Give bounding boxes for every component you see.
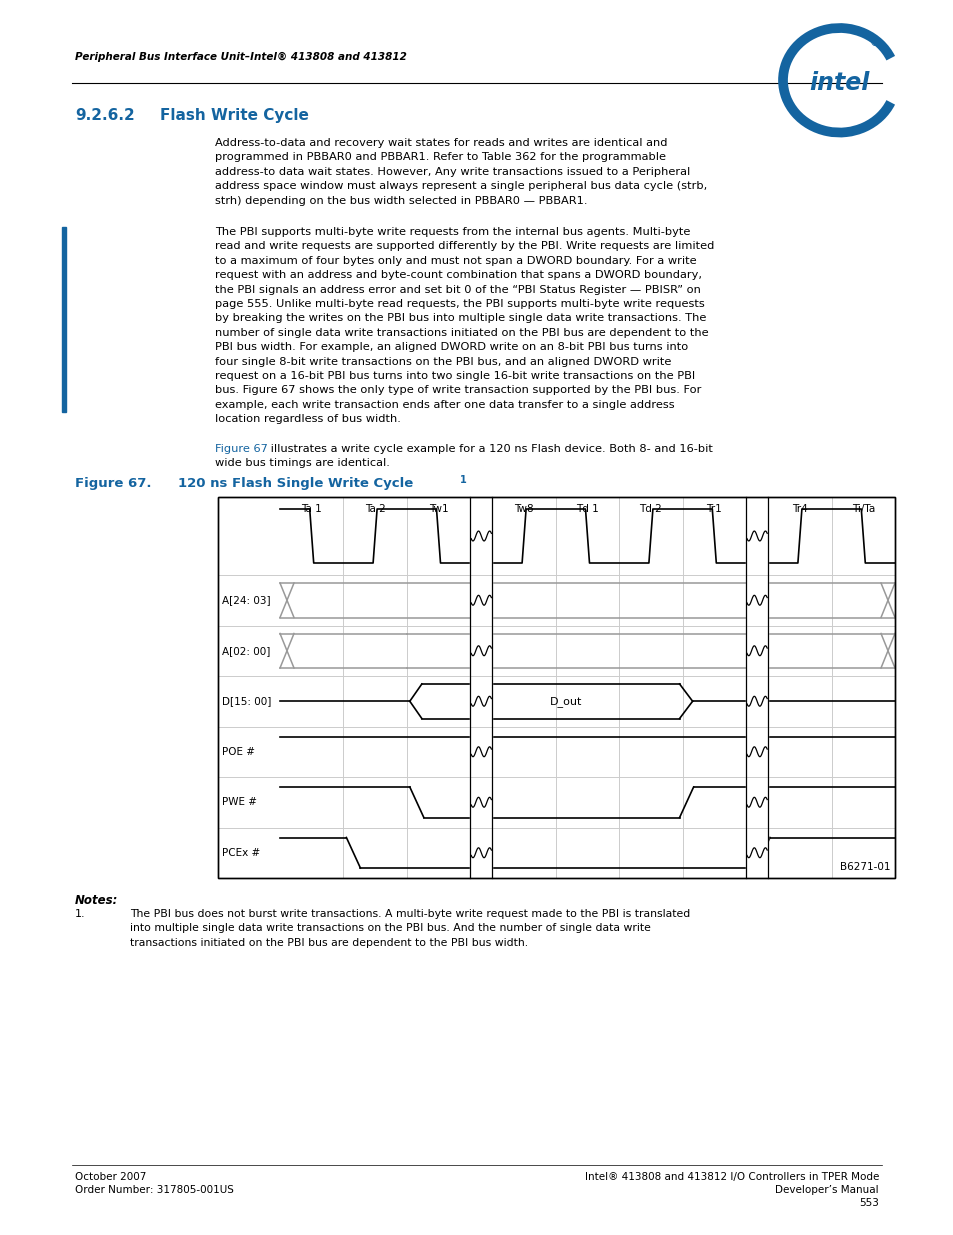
- Text: Ta 2: Ta 2: [364, 504, 385, 514]
- Bar: [745, 496, 767, 878]
- Text: Flash Write Cycle: Flash Write Cycle: [160, 107, 309, 124]
- Bar: [470, 496, 492, 878]
- Text: PWE #: PWE #: [222, 798, 256, 808]
- Bar: [218, 496, 894, 878]
- Bar: [62, 227, 66, 412]
- Text: Order Number: 317805-001US: Order Number: 317805-001US: [75, 1186, 233, 1195]
- Text: 1.: 1.: [75, 909, 86, 919]
- Bar: [218, 496, 894, 878]
- Text: Tw8: Tw8: [514, 504, 534, 514]
- Text: Ta 1: Ta 1: [301, 504, 322, 514]
- Text: Intel® 413808 and 413812 I/O Controllers in TPER Mode: Intel® 413808 and 413812 I/O Controllers…: [584, 1172, 878, 1182]
- Text: intel: intel: [808, 70, 869, 95]
- Text: Peripheral Bus Interface Unit–Intel® 413808 and 413812: Peripheral Bus Interface Unit–Intel® 413…: [75, 52, 406, 62]
- Text: POE #: POE #: [222, 747, 254, 757]
- Text: Ti/Ta: Ti/Ta: [851, 504, 874, 514]
- Text: Figure 67.: Figure 67.: [75, 477, 152, 490]
- Text: PCEx #: PCEx #: [222, 847, 260, 858]
- Text: The PBI bus does not burst write transactions. A multi-byte write request made t: The PBI bus does not burst write transac…: [130, 909, 690, 947]
- Bar: [218, 496, 894, 878]
- Text: wide bus timings are identical.: wide bus timings are identical.: [214, 458, 390, 468]
- Text: 1: 1: [459, 475, 466, 485]
- Text: illustrates a write cycle example for a 120 ns Flash device. Both 8- and 16-bit: illustrates a write cycle example for a …: [267, 445, 712, 454]
- Text: A[02: 00]: A[02: 00]: [222, 646, 270, 656]
- Text: Notes:: Notes:: [75, 894, 118, 906]
- Text: Tw1: Tw1: [428, 504, 448, 514]
- Text: 553: 553: [859, 1198, 878, 1208]
- Text: 9.2.6.2: 9.2.6.2: [75, 107, 134, 124]
- Text: 120 ns Flash Single Write Cycle: 120 ns Flash Single Write Cycle: [178, 477, 413, 490]
- Text: Tr4: Tr4: [791, 504, 807, 514]
- Text: Td 2: Td 2: [639, 504, 661, 514]
- Text: The PBI supports multi-byte write requests from the internal bus agents. Multi-b: The PBI supports multi-byte write reques…: [214, 227, 714, 424]
- Text: Figure 67: Figure 67: [214, 445, 268, 454]
- Text: Td 1: Td 1: [576, 504, 598, 514]
- Text: October 2007: October 2007: [75, 1172, 146, 1182]
- Text: Developer’s Manual: Developer’s Manual: [775, 1186, 878, 1195]
- Text: ®: ®: [869, 38, 879, 48]
- Text: D_out: D_out: [549, 695, 581, 706]
- Text: B6271-01: B6271-01: [840, 862, 890, 872]
- Text: D[15: 00]: D[15: 00]: [222, 697, 271, 706]
- Text: A[24: 03]: A[24: 03]: [222, 595, 271, 605]
- Text: Tr1: Tr1: [705, 504, 721, 514]
- Text: Address-to-data and recovery wait states for reads and writes are identical and
: Address-to-data and recovery wait states…: [214, 138, 706, 205]
